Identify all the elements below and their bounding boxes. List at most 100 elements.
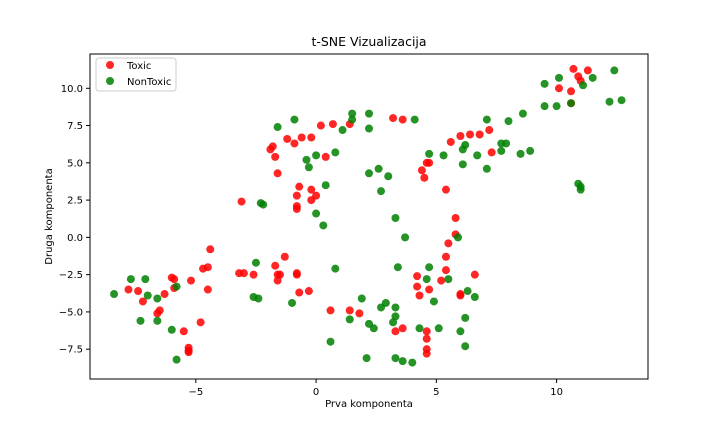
data-point-toxic (203, 285, 212, 294)
data-point-nontoxic (365, 169, 373, 178)
data-point-nontoxic (482, 115, 491, 124)
data-point-toxic (316, 121, 325, 130)
data-point-nontoxic (444, 275, 453, 284)
chart-title: t-SNE Vizualizacija (311, 34, 426, 49)
data-point-toxic (444, 239, 453, 248)
data-point-nontoxic (377, 303, 386, 312)
data-point-toxic (271, 261, 280, 270)
data-point-nontoxic (393, 263, 402, 272)
x-tick-label: 10 (550, 387, 563, 398)
data-point-nontoxic (391, 354, 400, 363)
data-point-toxic (271, 152, 280, 161)
y-tick-label: −7.5 (59, 345, 83, 356)
data-point-nontoxic (389, 318, 398, 327)
data-point-toxic (160, 290, 169, 299)
data-point-toxic (485, 126, 494, 135)
data-point-toxic (555, 84, 564, 93)
y-tick-label: 0.0 (67, 233, 83, 244)
data-point-toxic (280, 252, 289, 261)
data-point-nontoxic (391, 303, 400, 312)
data-point-nontoxic (348, 115, 357, 124)
data-point-toxic (237, 197, 246, 206)
data-point-toxic (413, 272, 422, 281)
data-point-nontoxic (540, 79, 549, 88)
data-point-toxic (441, 252, 450, 261)
data-point-toxic (297, 133, 306, 142)
data-point-nontoxic (326, 337, 335, 346)
y-tick-label: −5.0 (59, 307, 83, 318)
data-point-toxic (203, 263, 212, 272)
data-point-nontoxic (579, 81, 588, 90)
legend-marker-toxic (106, 61, 114, 69)
data-point-toxic (422, 327, 431, 336)
data-point-toxic (292, 191, 301, 200)
data-point-nontoxic (617, 96, 626, 105)
plot-frame (89, 53, 649, 380)
data-point-nontoxic (304, 163, 313, 172)
data-point-nontoxic (384, 172, 393, 181)
data-point-nontoxic (391, 213, 400, 222)
data-point-nontoxic (312, 209, 321, 218)
data-point-toxic (184, 348, 193, 357)
data-point-nontoxic (377, 187, 386, 196)
data-point-toxic (446, 137, 455, 146)
data-point-nontoxic (338, 126, 347, 135)
data-point-toxic (307, 185, 316, 194)
data-point-nontoxic (470, 293, 479, 302)
x-tick-label: −5 (188, 387, 203, 398)
data-point-nontoxic (410, 115, 419, 124)
data-point-toxic (389, 114, 398, 123)
data-point-toxic (567, 87, 576, 96)
data-point-toxic (466, 130, 475, 139)
data-point-nontoxic (458, 160, 467, 169)
data-point-nontoxic (567, 99, 576, 108)
data-point-nontoxic (319, 221, 328, 230)
data-point-nontoxic (126, 275, 135, 284)
data-point-toxic (307, 196, 316, 205)
y-tick-label: −2.5 (59, 270, 83, 281)
data-point-toxic (422, 349, 431, 358)
data-point-nontoxic (610, 66, 619, 75)
data-point-toxic (273, 276, 282, 285)
data-point-toxic (249, 270, 258, 279)
data-point-nontoxic (273, 123, 282, 132)
x-axis-label: Prva komponenta (325, 399, 413, 410)
y-tick-label: 5.0 (67, 158, 83, 169)
data-point-toxic (134, 287, 143, 296)
data-point-nontoxic (321, 181, 330, 190)
axis-ticks: −5 0 5 10 −7.5 −5.0 −2.5 0.0 2.5 5.0 7.5 10.0 (59, 84, 563, 398)
data-point-nontoxic (429, 297, 438, 306)
data-point-toxic (321, 152, 330, 161)
data-point-nontoxic (398, 357, 407, 366)
data-point-nontoxic (172, 355, 181, 364)
data-point-toxic (292, 270, 301, 279)
data-point-nontoxic (153, 294, 162, 303)
data-point-nontoxic (518, 109, 527, 118)
data-point-nontoxic (348, 109, 357, 118)
data-point-nontoxic (331, 264, 340, 273)
y-tick-label: 10.0 (61, 84, 83, 95)
data-point-nontoxic (251, 258, 260, 267)
data-point-nontoxic (312, 151, 321, 160)
data-point-nontoxic (588, 73, 597, 82)
data-point-nontoxic (365, 109, 373, 118)
data-point-toxic (326, 306, 335, 315)
legend-box (95, 57, 177, 92)
data-point-nontoxic (458, 145, 467, 154)
data-point-toxic (124, 285, 133, 294)
data-point-toxic (273, 169, 282, 178)
data-point-nontoxic (425, 263, 434, 272)
data-point-nontoxic (357, 294, 366, 303)
data-point-nontoxic (456, 327, 465, 336)
data-point-toxic (475, 130, 484, 139)
data-point-toxic (345, 306, 354, 315)
data-point-nontoxic (288, 298, 297, 307)
data-point-nontoxic (422, 275, 431, 284)
data-point-nontoxic (605, 97, 614, 106)
data-point-toxic (292, 205, 301, 214)
data-point-toxic (470, 270, 479, 279)
data-point-nontoxic (439, 151, 448, 160)
data-point-nontoxic (110, 290, 119, 299)
data-point-toxic (451, 213, 460, 222)
